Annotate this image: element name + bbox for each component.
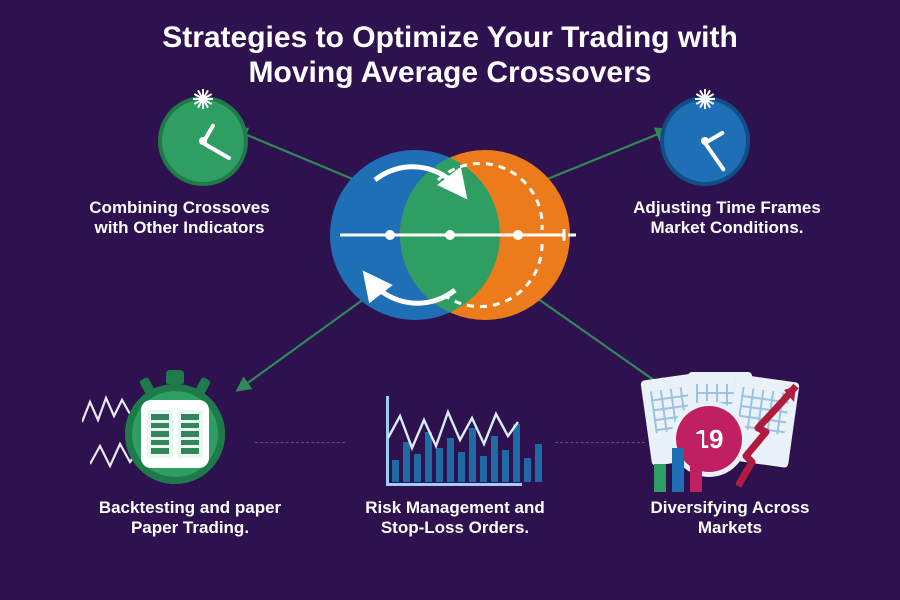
label-line: Stop-Loss Orders.: [381, 518, 529, 537]
clock-blue-icon: [660, 96, 750, 186]
infographic-stage: Strategies to Optimize Your Trading with…: [0, 0, 900, 600]
label-line: with Other Indicators: [94, 218, 264, 237]
venn-overlay: [320, 140, 580, 330]
risk-chart-icon: [378, 392, 528, 492]
page-title: Strategies to Optimize Your Trading with…: [0, 20, 900, 91]
label-combining-indicators: Combining Crossoves with Other Indicator…: [62, 198, 297, 238]
label-time-frames: Adjusting Time Frames Market Conditions.: [602, 198, 852, 238]
stopwatch-icon: [120, 370, 230, 490]
label-diversifying: Diversifying Across Markets: [620, 498, 840, 538]
label-line: Diversifying Across: [650, 498, 809, 517]
divider-dash: [255, 442, 345, 443]
risk-line: [388, 398, 520, 478]
diversify-icon: 19: [640, 372, 800, 492]
label-backtesting: Backtesting and paper Paper Trading.: [70, 498, 310, 538]
trend-arrow-icon: [736, 382, 806, 492]
label-line: Backtesting and paper: [99, 498, 281, 517]
clock-green-icon: [158, 96, 248, 186]
title-line1: Strategies to Optimize Your Trading with: [162, 21, 738, 54]
label-line: Adjusting Time Frames: [633, 198, 821, 217]
label-line: Combining Crossoves: [89, 198, 269, 217]
label-line: Markets: [698, 518, 762, 537]
center-venn-diagram: [320, 140, 580, 330]
divider-dash: [555, 442, 645, 443]
label-line: Market Conditions.: [650, 218, 803, 237]
label-line: Paper Trading.: [131, 518, 249, 537]
title-line2: Moving Average Crossovers: [249, 56, 652, 89]
label-risk-management: Risk Management and Stop-Loss Orders.: [340, 498, 570, 538]
label-line: Risk Management and: [365, 498, 545, 517]
